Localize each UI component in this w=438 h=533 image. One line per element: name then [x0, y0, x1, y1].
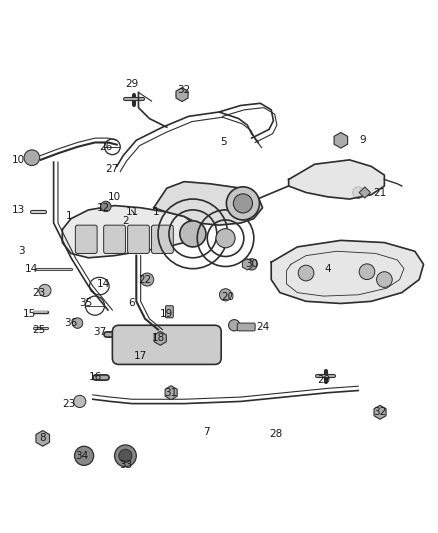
Text: 25: 25: [32, 325, 45, 335]
Circle shape: [233, 194, 253, 213]
Text: 35: 35: [80, 298, 93, 309]
Text: 8: 8: [39, 433, 46, 443]
Text: 37: 37: [93, 327, 106, 337]
Circle shape: [229, 320, 240, 331]
Circle shape: [74, 395, 86, 408]
Text: 34: 34: [75, 451, 88, 461]
Text: 18: 18: [152, 333, 165, 343]
Text: 11: 11: [125, 207, 138, 217]
FancyBboxPatch shape: [152, 225, 173, 254]
Text: 31: 31: [165, 387, 178, 398]
Text: 14: 14: [97, 279, 110, 289]
Text: 20: 20: [221, 292, 234, 302]
Text: 22: 22: [138, 274, 152, 285]
FancyBboxPatch shape: [113, 325, 221, 365]
Polygon shape: [154, 182, 262, 225]
Circle shape: [377, 272, 392, 287]
Circle shape: [226, 187, 259, 220]
FancyBboxPatch shape: [127, 225, 149, 254]
Text: 14: 14: [25, 264, 39, 273]
Text: 12: 12: [97, 203, 110, 213]
FancyBboxPatch shape: [237, 323, 255, 331]
Text: 23: 23: [32, 288, 45, 297]
FancyBboxPatch shape: [75, 225, 97, 254]
Text: 27: 27: [106, 164, 119, 174]
Text: 15: 15: [23, 309, 36, 319]
Circle shape: [359, 264, 375, 279]
Circle shape: [353, 187, 364, 198]
Circle shape: [246, 259, 257, 270]
Text: 17: 17: [134, 351, 147, 361]
Text: 36: 36: [64, 318, 78, 328]
Text: 4: 4: [325, 264, 331, 273]
Text: 32: 32: [374, 407, 387, 417]
Circle shape: [141, 273, 154, 286]
Polygon shape: [271, 240, 424, 303]
Text: 6: 6: [129, 298, 135, 309]
Text: 26: 26: [99, 142, 113, 152]
Text: 24: 24: [256, 322, 269, 333]
Text: 5: 5: [220, 138, 226, 148]
Polygon shape: [62, 206, 193, 258]
Text: 13: 13: [12, 205, 25, 215]
FancyBboxPatch shape: [166, 305, 173, 318]
Circle shape: [216, 229, 235, 248]
Text: 23: 23: [62, 399, 75, 409]
Circle shape: [119, 449, 132, 462]
Text: 21: 21: [374, 188, 387, 198]
Text: 2: 2: [122, 216, 129, 226]
Circle shape: [72, 318, 83, 328]
Circle shape: [298, 265, 314, 281]
Circle shape: [180, 221, 206, 247]
Text: 19: 19: [160, 309, 173, 319]
Text: 1: 1: [66, 212, 72, 221]
Circle shape: [101, 201, 111, 212]
Polygon shape: [289, 160, 385, 199]
Circle shape: [74, 446, 94, 465]
Text: 16: 16: [88, 373, 102, 383]
Text: 1: 1: [152, 207, 159, 217]
Text: 33: 33: [119, 459, 132, 470]
Text: 28: 28: [269, 429, 282, 439]
Text: 10: 10: [108, 192, 121, 202]
Text: 30: 30: [245, 260, 258, 269]
Circle shape: [115, 445, 136, 467]
FancyBboxPatch shape: [104, 225, 125, 254]
Circle shape: [219, 289, 232, 301]
Circle shape: [24, 150, 40, 166]
Text: 10: 10: [12, 155, 25, 165]
Text: 32: 32: [177, 85, 191, 95]
Text: 29: 29: [125, 79, 138, 88]
Circle shape: [39, 284, 51, 296]
Text: 9: 9: [359, 135, 366, 146]
Text: 7: 7: [203, 427, 209, 437]
Text: 3: 3: [18, 246, 24, 256]
Text: 29: 29: [317, 375, 330, 385]
Circle shape: [177, 89, 187, 100]
